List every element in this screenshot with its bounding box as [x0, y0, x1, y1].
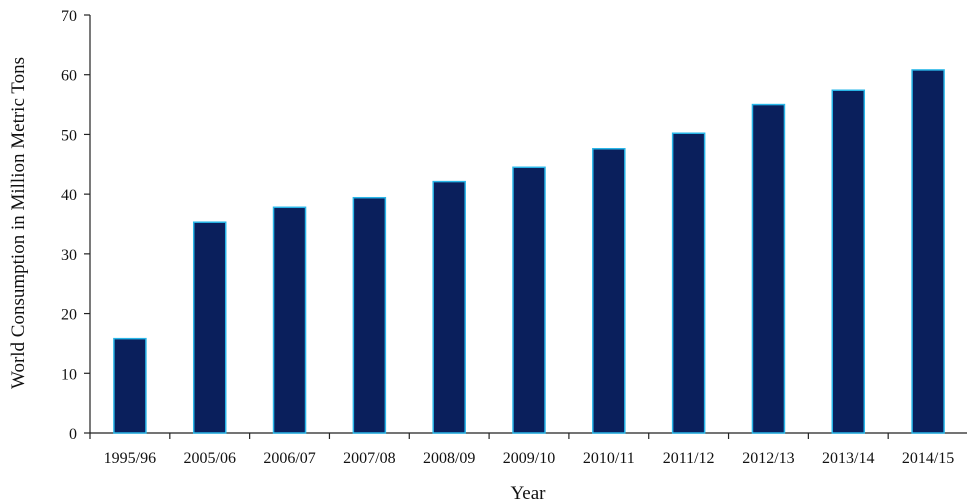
bar	[352, 196, 387, 434]
bar	[192, 221, 227, 434]
bar	[911, 69, 945, 434]
x-tick-label: 2012/13	[742, 450, 794, 467]
bar	[432, 180, 466, 434]
bar	[512, 166, 546, 434]
y-axis-title: World Consumption in Million Metric Tons	[8, 57, 29, 389]
y-tick-label: 60	[61, 68, 77, 85]
y-tick-label: 20	[61, 307, 77, 324]
y-tick-label: 30	[61, 247, 77, 264]
x-tick-label: 2013/14	[822, 450, 874, 467]
y-tick-label: 50	[61, 127, 77, 144]
x-tick-label: 2006/07	[263, 450, 315, 467]
x-tick-label: 2014/15	[902, 450, 954, 467]
bar	[592, 148, 626, 434]
bar	[831, 89, 866, 434]
x-axis-title: Year	[510, 483, 546, 504]
bar	[751, 103, 786, 434]
y-tick-label: 70	[61, 8, 77, 25]
x-tick-label: 2005/06	[184, 450, 236, 467]
x-tick-label: 2010/11	[583, 450, 635, 467]
x-tick-label: 2009/10	[503, 450, 555, 467]
x-tick-label: 2007/08	[343, 450, 395, 467]
x-tick-label: 2008/09	[423, 450, 475, 467]
y-tick-label: 0	[69, 426, 77, 443]
x-tick-label: 1995/96	[104, 450, 156, 467]
x-tick-label: 2011/12	[663, 450, 715, 467]
bar	[113, 337, 147, 434]
y-tick-label: 40	[61, 187, 77, 204]
bar	[671, 132, 706, 434]
plot-area: 0 10 20 30 40 50 60 70 1995/96 2005/06 2006/07 2007…	[61, 8, 967, 467]
bar	[272, 206, 307, 434]
y-tick-label: 10	[61, 366, 77, 383]
